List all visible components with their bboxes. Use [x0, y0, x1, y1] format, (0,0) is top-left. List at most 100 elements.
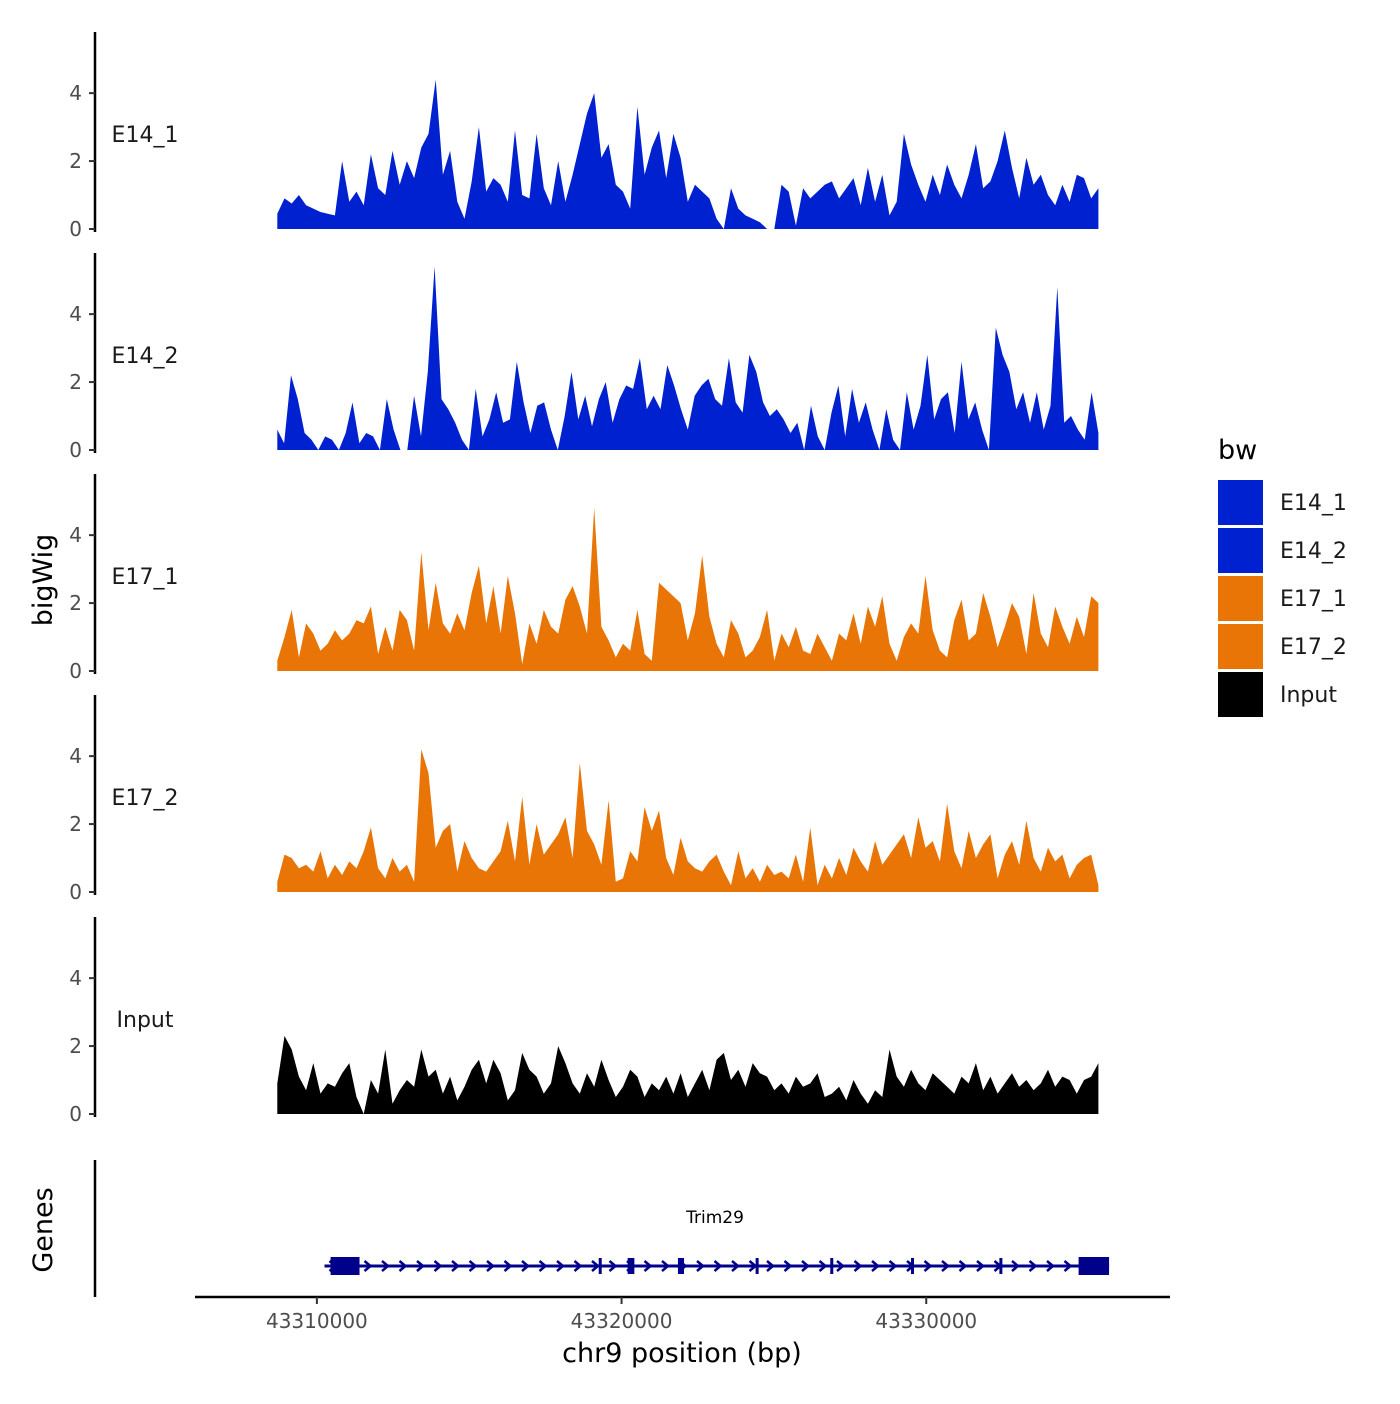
- strand-arrow: [1046, 1260, 1055, 1272]
- gene-Trim29: Trim29: [324, 1208, 1110, 1275]
- strand-arrow: [573, 1260, 583, 1272]
- track-E14_1: 0 2 4 E14_1: [69, 32, 1099, 241]
- genes-track-title: Genes: [28, 1187, 59, 1272]
- strand-arrow: [486, 1260, 495, 1272]
- legend-label: E17_1: [1280, 587, 1347, 612]
- legend-entry: E17_1: [1218, 576, 1347, 621]
- gene-exon: [330, 1257, 360, 1275]
- strand-arrow: [766, 1260, 775, 1272]
- track-label: E17_2: [112, 786, 179, 811]
- strand-arrow: [503, 1260, 513, 1272]
- legend-entry: E14_1: [1218, 480, 1347, 525]
- legend-label: E14_1: [1280, 491, 1347, 516]
- gene-exon: [755, 1258, 759, 1274]
- strand-arrow: [696, 1260, 705, 1272]
- strand-arrow: [801, 1260, 810, 1272]
- strand-arrow: [521, 1260, 530, 1272]
- legend-label: Input: [1280, 683, 1337, 708]
- gene-exon: [999, 1258, 1003, 1274]
- legend-key: [1218, 480, 1263, 525]
- legend-key: [1218, 528, 1263, 573]
- y-tick-label: 0: [69, 438, 82, 462]
- legend-key: [1218, 672, 1263, 717]
- legend-title: bw: [1218, 435, 1257, 466]
- track-label: Input: [117, 1008, 174, 1033]
- y-tick-label: 4: [69, 81, 82, 105]
- y-tick-label: 0: [69, 217, 82, 241]
- strand-arrow: [398, 1260, 408, 1272]
- y-tick-label: 4: [69, 744, 82, 768]
- x-axis: 43310000 43320000 43330000: [195, 1295, 1170, 1333]
- strand-arrow: [363, 1260, 373, 1272]
- track-label: E14_1: [112, 123, 179, 148]
- track-label: E14_2: [112, 344, 179, 369]
- strand-arrow: [888, 1260, 898, 1272]
- gene-exon: [1078, 1257, 1110, 1275]
- gene-exon: [627, 1258, 635, 1274]
- signal-area-E17_1: [277, 508, 1099, 671]
- strand-arrow: [661, 1260, 670, 1272]
- y-tick-label: 4: [69, 523, 82, 547]
- track-Input: 0 2 4 Input: [69, 917, 1099, 1126]
- strand-arrow: [923, 1260, 933, 1272]
- y-tick-label: 0: [69, 1102, 82, 1126]
- strand-arrow: [941, 1260, 950, 1272]
- gene-track: Trim29: [93, 1160, 1110, 1297]
- y-tick-label: 2: [69, 1034, 82, 1058]
- signal-tracks: 0 2 4 E14_1 0 2 4 E14_2 0 2 4 E17_1 0 2 4 E17_2 0 2 4 Input: [69, 32, 1099, 1126]
- gene-exon: [911, 1258, 915, 1274]
- x-tick-label: 43320000: [571, 1309, 673, 1333]
- strand-arrow: [608, 1260, 618, 1272]
- gene-exon: [677, 1258, 685, 1274]
- legend-label: E14_2: [1280, 539, 1347, 564]
- strand-arrow: [1063, 1260, 1073, 1272]
- strand-arrow: [713, 1260, 723, 1272]
- y-axis-title: bigWig: [28, 534, 59, 627]
- legend-entry: Input: [1218, 672, 1337, 717]
- strand-arrow: [591, 1260, 600, 1272]
- y-tick-label: 4: [69, 966, 82, 990]
- y-tick-label: 2: [69, 370, 82, 394]
- strand-arrow: [538, 1260, 548, 1272]
- strand-arrow: [731, 1260, 740, 1272]
- legend-label: E17_2: [1280, 635, 1347, 660]
- gene-exon: [830, 1258, 834, 1274]
- legend-entry: E17_2: [1218, 624, 1347, 669]
- strand-arrow: [451, 1260, 460, 1272]
- strand-arrow: [433, 1260, 443, 1272]
- track-E17_2: 0 2 4 E17_2: [69, 695, 1099, 904]
- strand-arrow: [1011, 1260, 1020, 1272]
- y-tick-label: 2: [69, 591, 82, 615]
- legend: E14_1 E14_2 E17_1 E17_2 Input: [1218, 480, 1347, 717]
- strand-arrow: [836, 1260, 845, 1272]
- strand-arrow: [468, 1260, 478, 1272]
- strand-arrow: [1028, 1260, 1038, 1272]
- strand-arrow: [783, 1260, 793, 1272]
- strand-arrow: [556, 1260, 565, 1272]
- strand-arrow: [748, 1260, 758, 1272]
- legend-key: [1218, 624, 1263, 669]
- x-tick-label: 43310000: [266, 1309, 368, 1333]
- strand-arrow: [643, 1260, 653, 1272]
- strand-arrow: [416, 1260, 425, 1272]
- signal-area-E14_1: [277, 79, 1099, 229]
- legend-entry: E14_2: [1218, 528, 1347, 573]
- track-label: E17_1: [112, 565, 179, 590]
- signal-area-Input: [277, 1035, 1099, 1114]
- gene-label: Trim29: [685, 1208, 744, 1228]
- gene-exon: [598, 1258, 602, 1274]
- track-E17_1: 0 2 4 E17_1: [69, 474, 1099, 683]
- strand-arrow: [853, 1260, 863, 1272]
- track-E14_2: 0 2 4 E14_2: [69, 253, 1099, 462]
- y-tick-label: 0: [69, 880, 82, 904]
- y-tick-label: 0: [69, 659, 82, 683]
- strand-arrow: [976, 1260, 985, 1272]
- y-tick-label: 2: [69, 149, 82, 173]
- signal-area-E14_2: [277, 266, 1099, 450]
- legend-key: [1218, 576, 1263, 621]
- strand-arrow: [818, 1260, 828, 1272]
- y-tick-label: 4: [69, 302, 82, 326]
- y-tick-label: 2: [69, 812, 82, 836]
